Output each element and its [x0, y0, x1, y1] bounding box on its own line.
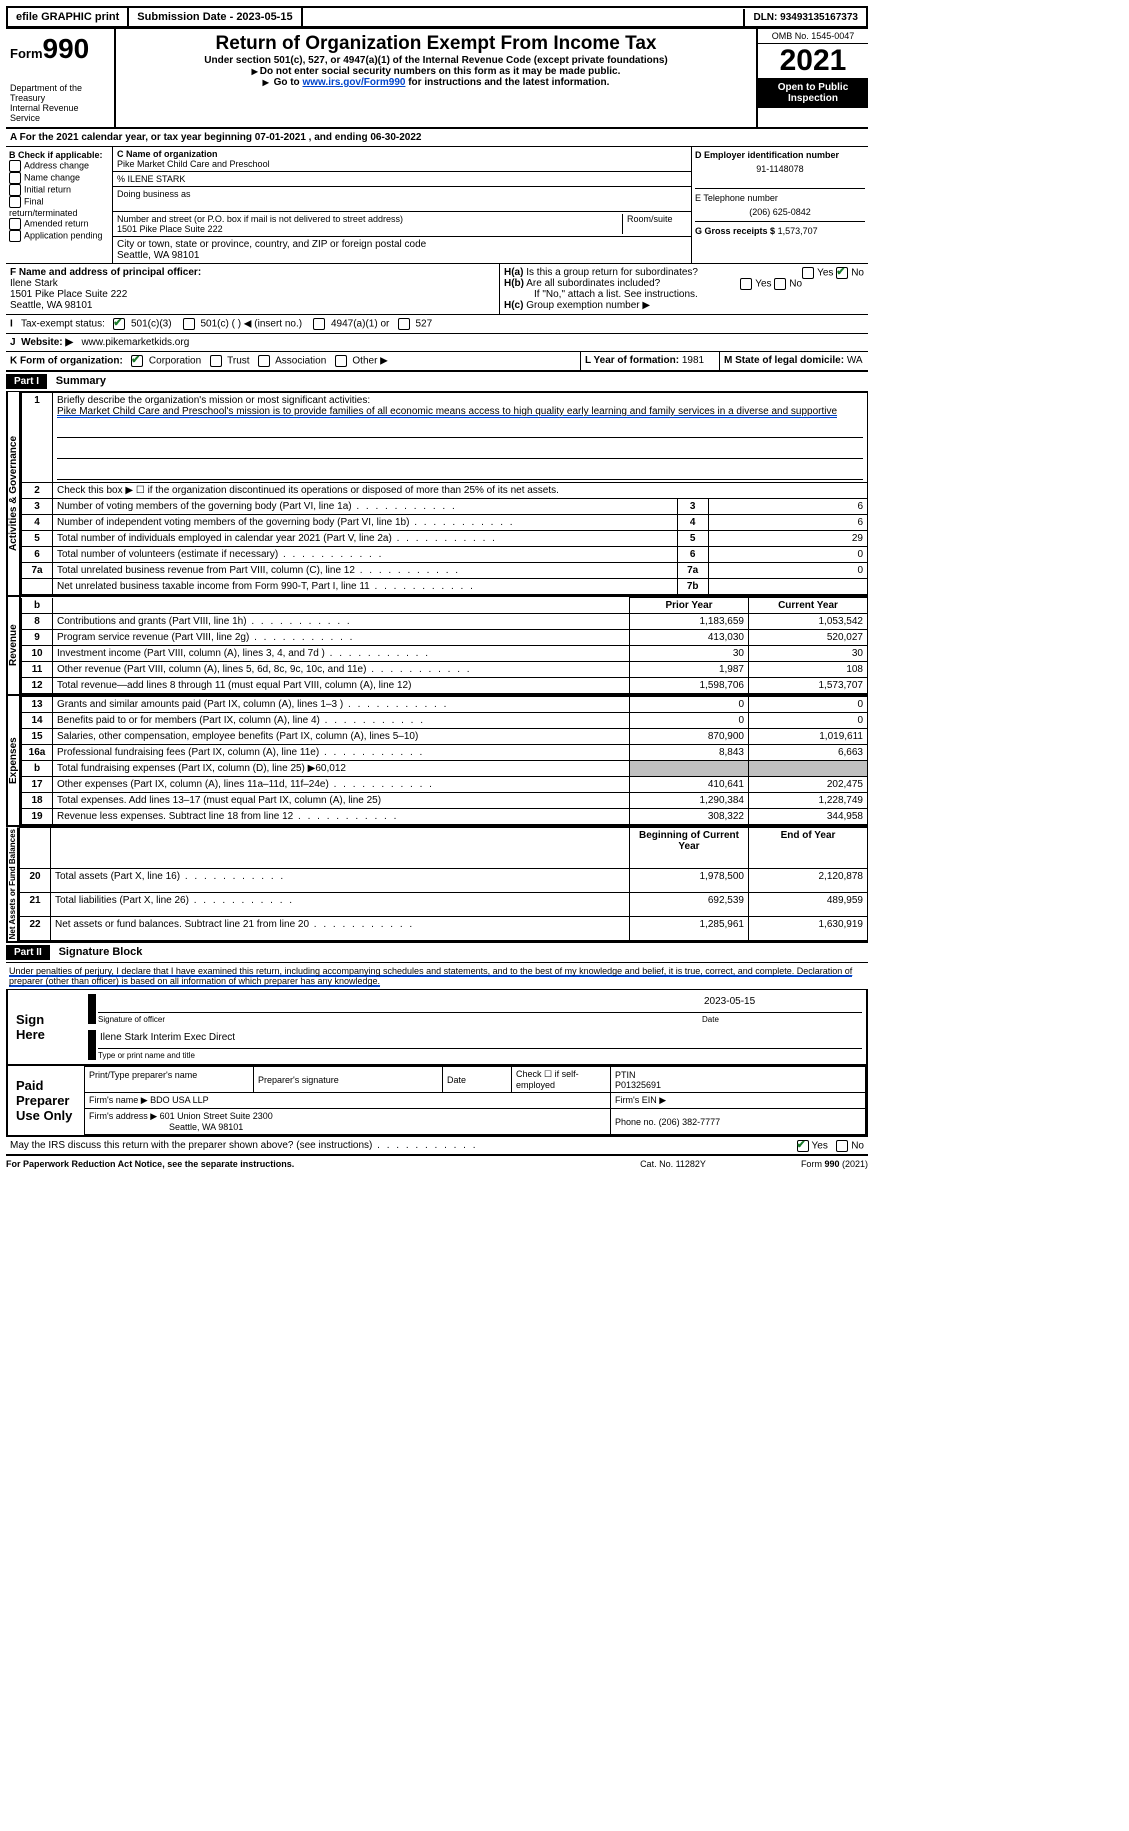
summary-activities: Activities & Governance 1 Briefly descri…	[6, 392, 868, 595]
irs-link[interactable]: www.irs.gov/Form990	[302, 77, 405, 88]
subtitle-2: Do not enter social security numbers on …	[124, 66, 748, 77]
part2-header: Part II Signature Block	[6, 941, 868, 963]
col-f: F Name and address of principal officer:…	[6, 264, 500, 314]
line-klm: K Form of organization: Corporation Trus…	[6, 352, 868, 372]
form-number: Form990	[10, 33, 110, 65]
subtitle-1: Under section 501(c), 527, or 4947(a)(1)…	[124, 55, 748, 66]
col-c: C Name of organizationPike Market Child …	[113, 147, 692, 263]
omb-number: OMB No. 1545-0047	[758, 29, 868, 44]
col-d: D Employer identification number91-11480…	[692, 147, 868, 263]
summary-revenue: Revenue bPrior YearCurrent Year 8Contrib…	[6, 595, 868, 694]
line-i: I Tax-exempt status: 501(c)(3) 501(c) ( …	[6, 315, 868, 334]
form-title: Return of Organization Exempt From Incom…	[124, 33, 748, 55]
open-inspection: Open to Public Inspection	[758, 78, 868, 108]
dept-treasury: Department of the Treasury	[10, 83, 110, 103]
irs-label: Internal Revenue Service	[10, 103, 110, 123]
submission-date: Submission Date - 2023-05-15	[129, 8, 302, 26]
may-discuss: May the IRS discuss this return with the…	[6, 1137, 868, 1156]
summary-netassets: Net Assets or Fund Balances Beginning of…	[6, 825, 868, 941]
mission-text[interactable]: Pike Market Child Care and Preschool's m…	[57, 406, 837, 418]
part1-header: Part I Summary	[6, 372, 868, 392]
section-fh: F Name and address of principal officer:…	[6, 264, 868, 315]
form-header: Form990 Department of the Treasury Inter…	[6, 29, 868, 129]
section-bcd: B Check if applicable: Address change Na…	[6, 147, 868, 264]
summary-expenses: Expenses 13Grants and similar amounts pa…	[6, 694, 868, 825]
sign-here: Sign Here Signature of officer 2023-05-1…	[6, 989, 868, 1066]
col-h: H(a) Is this a group return for subordin…	[500, 264, 868, 314]
dln-label: DLN: 93493135167373	[743, 9, 866, 26]
col-b: B Check if applicable: Address change Na…	[6, 147, 113, 263]
footer: For Paperwork Reduction Act Notice, see …	[6, 1156, 868, 1169]
line-a: A For the 2021 calendar year, or tax yea…	[6, 129, 868, 147]
subtitle-3: Go to www.irs.gov/Form990 for instructio…	[124, 77, 748, 88]
tax-year: 2021	[758, 44, 868, 78]
line-j: J Website: ▶ www.pikemarketkids.org	[6, 334, 868, 352]
top-toolbar: efile GRAPHIC print Submission Date - 20…	[6, 6, 868, 29]
penalty-text: Under penalties of perjury, I declare th…	[6, 963, 868, 989]
paid-preparer: Paid Preparer Use Only Print/Type prepar…	[6, 1066, 868, 1137]
efile-button[interactable]: efile GRAPHIC print	[8, 8, 129, 26]
